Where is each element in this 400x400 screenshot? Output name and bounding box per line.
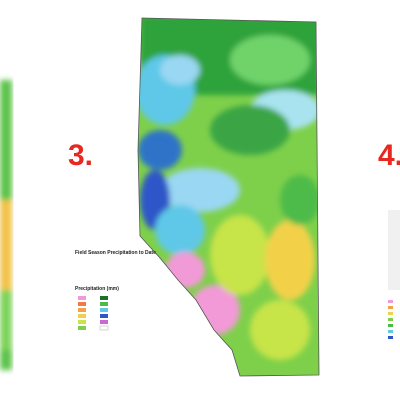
legend-swatches bbox=[78, 296, 109, 331]
panel-number: 4. bbox=[378, 139, 400, 172]
right-map-fragment bbox=[388, 210, 400, 339]
alberta-border bbox=[137, 17, 320, 377]
legend-title: Field Season Precipitation to Date bbox=[75, 250, 156, 256]
legend-heading: Precipitation (mm) bbox=[75, 286, 119, 292]
left-map-fragment bbox=[0, 80, 12, 370]
panel-number: 3. bbox=[68, 139, 93, 172]
legend: Field Season Precipitation to Date Preci… bbox=[75, 250, 156, 331]
